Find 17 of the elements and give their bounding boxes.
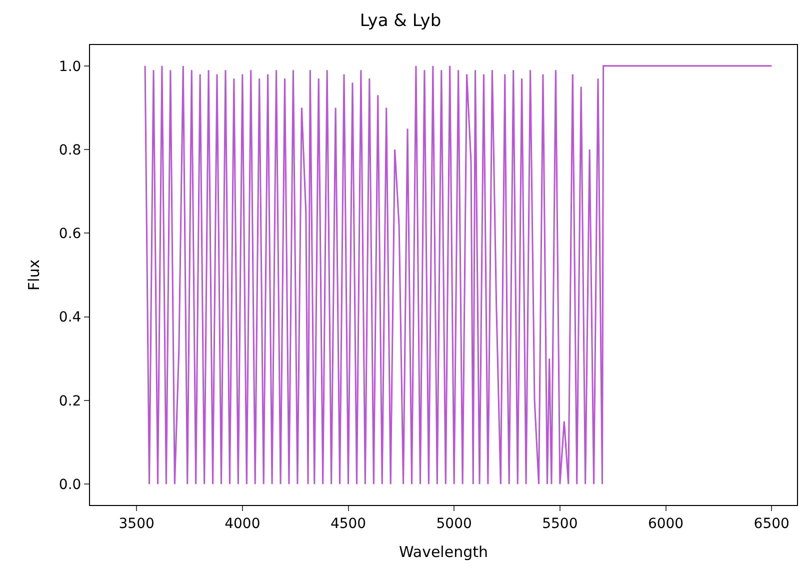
x-tick-label: 5000 bbox=[436, 516, 472, 532]
x-tick-label: 6000 bbox=[648, 516, 684, 532]
y-tick-label: 0.8 bbox=[58, 142, 82, 158]
y-tick-label: 1.0 bbox=[58, 58, 82, 75]
y-tick-label: 0.4 bbox=[58, 310, 82, 326]
y-tick-label: 0.6 bbox=[58, 226, 82, 242]
x-tick-label: 5500 bbox=[542, 516, 578, 532]
chart-title: Lya & Lyb bbox=[360, 11, 442, 32]
y-tick-label: 0.2 bbox=[58, 393, 82, 410]
x-tick-label: 4500 bbox=[330, 516, 366, 532]
x-axis-title: Wavelength bbox=[399, 542, 488, 561]
x-tick-label: 6500 bbox=[754, 516, 790, 532]
x-tick-label: 3500 bbox=[118, 516, 154, 532]
y-axis-title: Flux bbox=[25, 259, 44, 291]
x-tick-label: 4000 bbox=[224, 516, 260, 532]
line-series bbox=[144, 65, 772, 485]
y-tick-label: 0.0 bbox=[58, 476, 82, 493]
